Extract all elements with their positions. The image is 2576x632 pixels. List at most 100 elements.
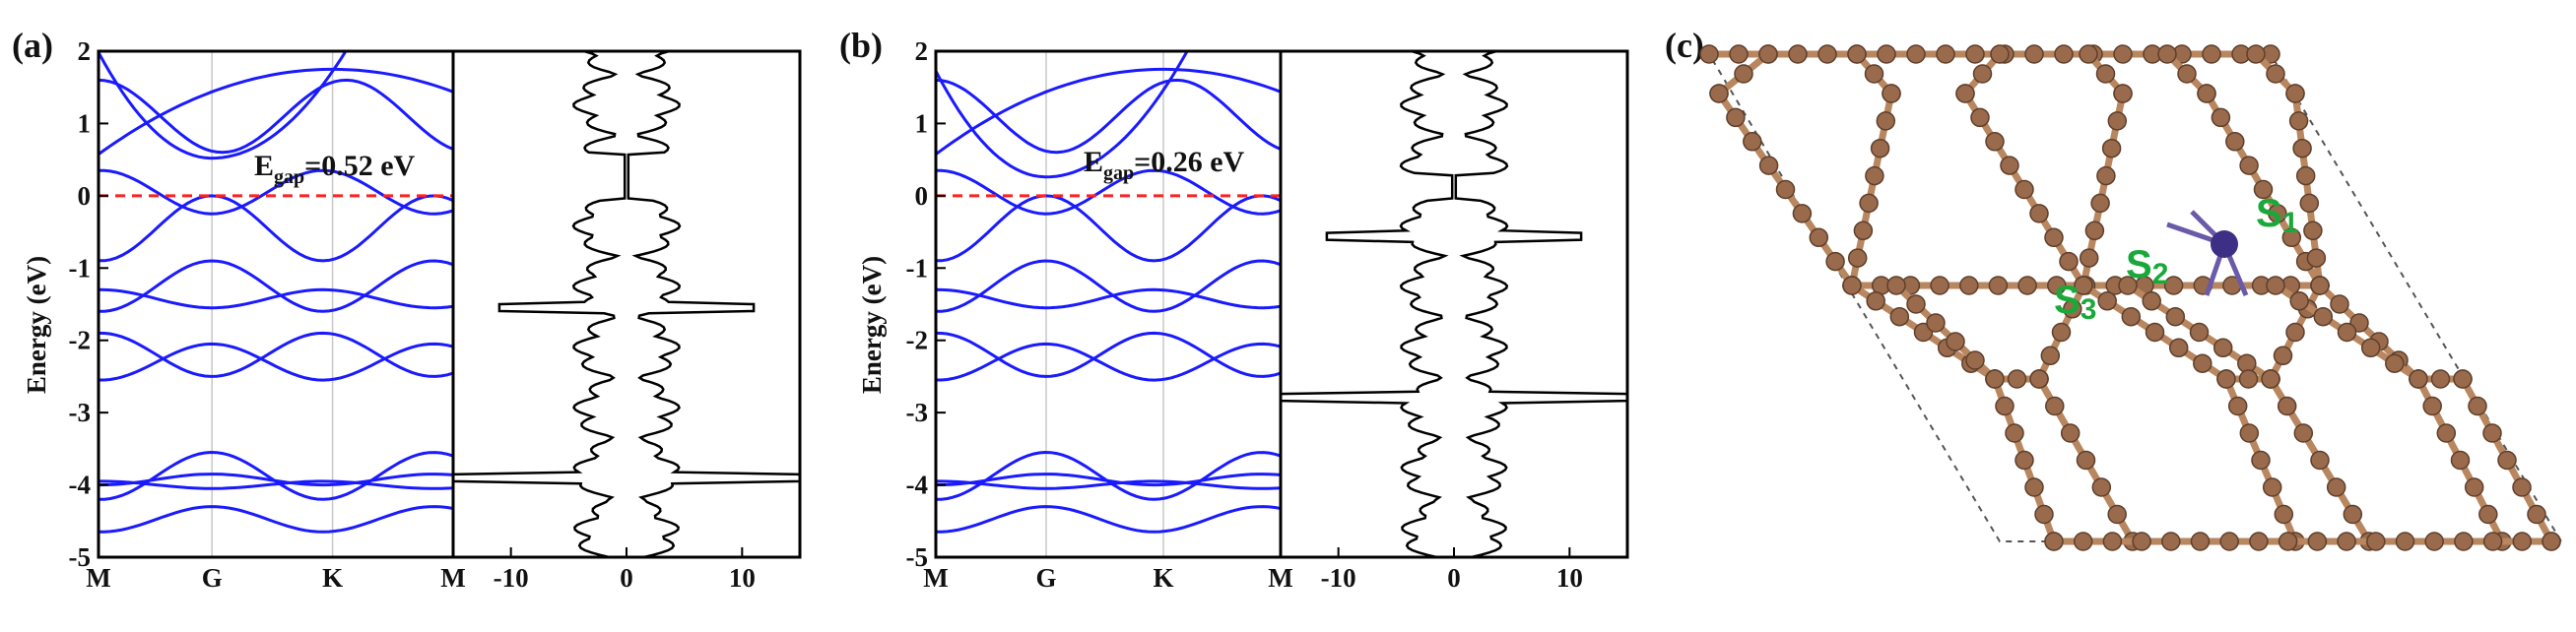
- kpath-label: G: [202, 563, 223, 593]
- carbon-atom: [1970, 107, 1990, 128]
- band-line: [936, 342, 1281, 382]
- band-line: [936, 505, 1281, 534]
- carbon-atom: [2074, 276, 2093, 295]
- carbon-atom: [2482, 532, 2503, 551]
- band-line: [936, 168, 1281, 216]
- carbon-atom: [2285, 322, 2305, 343]
- carbon-atom: [1853, 221, 1874, 241]
- carbon-atom: [2266, 64, 2285, 84]
- carbon-atom: [2310, 450, 2330, 471]
- carbon-atom: [2095, 64, 2116, 84]
- carbon-atom: [1990, 44, 2010, 64]
- dos-x-tick-label: 10: [729, 563, 756, 593]
- carbon-atom: [2084, 221, 2105, 241]
- carbon-atom: [1889, 306, 1910, 327]
- carbon-atom: [2054, 44, 2074, 64]
- carbon-atom: [2326, 477, 2346, 497]
- y-tick-label: 1: [915, 108, 929, 138]
- carbon-atom: [1817, 44, 1837, 64]
- carbon-atom: [2238, 369, 2259, 389]
- band-line: [99, 78, 453, 155]
- carbon-atom: [1864, 64, 1884, 84]
- carbon-atom: [2253, 179, 2274, 200]
- carbon-atom: [2239, 156, 2259, 175]
- dos-plot-a: [451, 49, 802, 559]
- carbon-atom: [2478, 504, 2498, 525]
- y-tick-label: -3: [69, 398, 92, 427]
- carbon-atom: [2007, 369, 2027, 389]
- y-tick-label: -4: [69, 471, 92, 500]
- carbon-atom: [2497, 450, 2517, 471]
- carbon-atom: [2076, 450, 2096, 471]
- carbon-atom: [1847, 44, 1867, 64]
- carbon-atom: [2277, 396, 2297, 416]
- carbon-atom: [2034, 504, 2054, 525]
- carbon-atom: [2059, 251, 2079, 272]
- site-label-s2: S2: [2126, 243, 2168, 290]
- carbon-atom: [2366, 532, 2386, 551]
- band-line: [936, 67, 1281, 156]
- band-line: [99, 259, 453, 313]
- carbon-atom: [1775, 179, 1796, 200]
- carbon-atom: [2024, 477, 2044, 497]
- band-line: [99, 194, 453, 263]
- carbon-atom: [2118, 276, 2138, 295]
- carbon-atom: [2299, 193, 2320, 214]
- kpath-label: K: [322, 563, 343, 593]
- carbon-atom: [2285, 84, 2305, 103]
- carbon-atom: [1930, 276, 1949, 295]
- band-line: [99, 67, 453, 156]
- carbon-atom: [1870, 138, 1890, 158]
- carbon-atom: [1995, 396, 2015, 416]
- panel-b-label: (b): [839, 26, 883, 65]
- carbon-atom: [2040, 346, 2061, 366]
- panel-a: (a) Energy (eV) 210-1-2-3-4-5M G K M -10 0 10 …: [12, 26, 802, 593]
- carbon-atom: [1866, 291, 1885, 311]
- y-tick-label: -2: [69, 326, 92, 355]
- graphyne-lattice: [1699, 44, 2561, 551]
- carbon-atom: [2542, 532, 2561, 551]
- carbon-atom: [2047, 276, 2067, 295]
- carbon-atom: [1809, 227, 1829, 248]
- carbon-atom: [1743, 132, 1762, 152]
- carbon-atom: [2303, 221, 2323, 241]
- gap-annotation-a: Egap=0.52 eV: [254, 150, 416, 188]
- carbon-atom: [2063, 299, 2082, 319]
- band-line: [99, 473, 453, 487]
- dos-frame: [1279, 49, 1629, 559]
- carbon-atom: [2132, 532, 2151, 551]
- carbon-atom: [2045, 396, 2065, 416]
- dos-x-tick-label: 10: [1556, 563, 1583, 593]
- band-line: [936, 78, 1281, 155]
- carbon-atom: [2395, 532, 2415, 551]
- carbon-atom: [2211, 107, 2231, 128]
- carbon-atom: [2262, 477, 2282, 497]
- carbon-atom: [2422, 396, 2442, 416]
- y-tick-label: 1: [78, 108, 92, 138]
- carbon-atom: [1886, 276, 1906, 295]
- carbon-atom: [1792, 204, 1813, 223]
- carbon-atom: [1847, 248, 1868, 268]
- carbon-atom: [2101, 138, 2122, 158]
- carbon-atom: [1959, 276, 1979, 295]
- carbon-atom: [1972, 64, 1993, 84]
- carbon-atom: [1876, 111, 1896, 131]
- carbon-atom: [1758, 44, 1778, 64]
- carbon-atom: [1906, 44, 1926, 64]
- carbon-atom: [1985, 369, 2005, 389]
- carbon-atom: [2512, 532, 2533, 551]
- y-tick-label: -4: [906, 471, 929, 500]
- band-line: [936, 194, 1281, 263]
- carbon-atom: [2266, 276, 2285, 295]
- band-structure-b: [936, 51, 1281, 557]
- carbon-atom: [2246, 44, 2266, 64]
- band-line: [99, 331, 453, 378]
- y-tick-label: -5: [906, 542, 929, 572]
- carbon-atom: [1965, 350, 1985, 370]
- panel-c: (c) S1 S2 S3: [1665, 26, 2563, 551]
- kpath-label: K: [1153, 563, 1173, 593]
- carbon-atom: [1726, 107, 1746, 128]
- band-line: [936, 287, 1281, 310]
- carbon-atom: [2029, 204, 2049, 223]
